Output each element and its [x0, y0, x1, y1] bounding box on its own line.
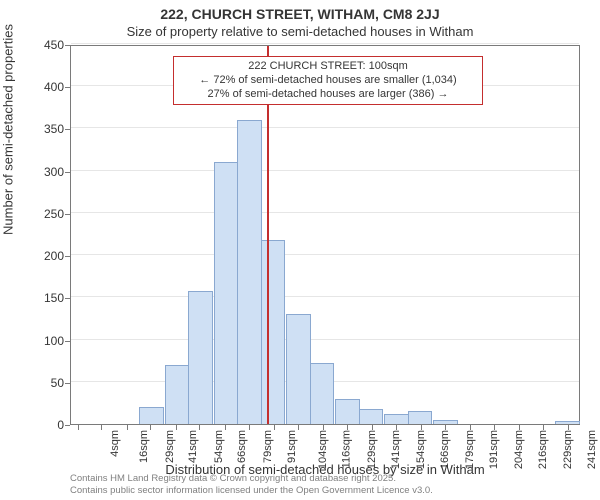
x-tick-label: 29sqm [164, 430, 176, 463]
y-tick-label: 150 [4, 291, 64, 305]
annotation-line: ← 72% of semi-detached houses are smalle… [180, 74, 476, 88]
y-tick-label: 100 [4, 334, 64, 348]
y-tick-label: 0 [4, 418, 64, 432]
histogram-bar [165, 365, 190, 424]
x-tick-label: 241sqm [586, 430, 598, 469]
x-tick-label: 66sqm [236, 430, 248, 463]
histogram-bar [408, 411, 433, 424]
x-tick-label: 54sqm [213, 430, 225, 463]
histogram-bar [555, 421, 580, 424]
histogram-bar [310, 363, 335, 424]
footer-line: Contains public sector information licen… [70, 485, 433, 496]
x-tick-label: 16sqm [138, 430, 150, 463]
histogram-bar [433, 420, 458, 424]
annotation-line: 222 CHURCH STREET: 100sqm [180, 60, 476, 74]
histogram-bar [286, 314, 311, 424]
footer-attribution: Contains HM Land Registry data © Crown c… [70, 473, 433, 496]
x-tick-label: 91sqm [286, 430, 298, 463]
footer-line: Contains HM Land Registry data © Crown c… [70, 473, 433, 484]
annotation-box: 222 CHURCH STREET: 100sqm ← 72% of semi-… [173, 56, 483, 105]
histogram-bar [237, 120, 262, 424]
histogram-bar [335, 399, 360, 424]
histogram-bar [139, 407, 164, 424]
chart-title: 222, CHURCH STREET, WITHAM, CM8 2JJ [0, 6, 600, 22]
y-tick-label: 350 [4, 122, 64, 136]
y-tick-label: 50 [4, 376, 64, 390]
histogram-bar [214, 162, 239, 424]
x-tick-label: 41sqm [187, 430, 199, 463]
y-tick-label: 300 [4, 165, 64, 179]
x-tick-label: 79sqm [262, 430, 274, 463]
chart-subtitle: Size of property relative to semi-detach… [0, 24, 600, 39]
x-tick-label: 4sqm [109, 430, 121, 457]
histogram-bar [188, 291, 213, 424]
histogram-bar [359, 409, 384, 424]
y-tick-label: 400 [4, 80, 64, 94]
histogram-bar [384, 414, 409, 424]
plot-area: 222 CHURCH STREET: 100sqm ← 72% of semi-… [70, 45, 580, 425]
histogram-chart: 222, CHURCH STREET, WITHAM, CM8 2JJ Size… [0, 0, 600, 500]
y-tick-label: 250 [4, 207, 64, 221]
y-tick-label: 450 [4, 38, 64, 52]
histogram-bar [261, 240, 286, 424]
y-tick-label: 200 [4, 249, 64, 263]
annotation-line: 27% of semi-detached houses are larger (… [180, 88, 476, 102]
